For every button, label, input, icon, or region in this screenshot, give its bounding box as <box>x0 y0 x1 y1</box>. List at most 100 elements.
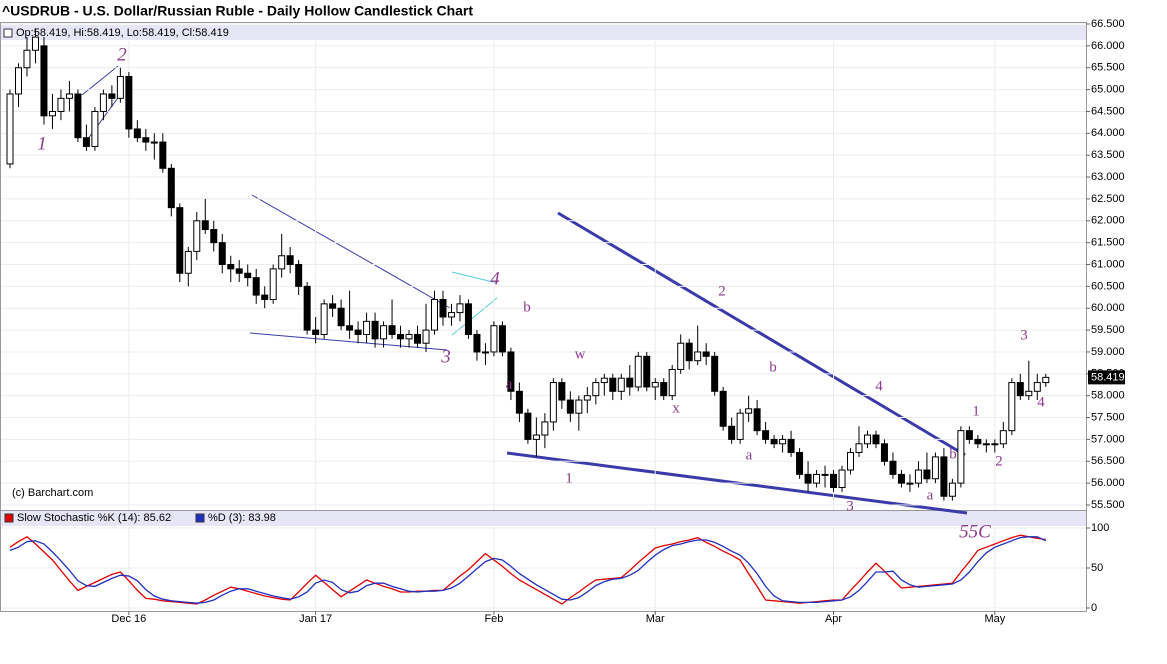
candle-body <box>269 268 277 300</box>
wave-label: 3 <box>440 346 451 367</box>
y-tick-label: 100 <box>1091 522 1109 534</box>
y-tick-label: 62.000 <box>1091 215 1125 227</box>
candle-body <box>498 325 506 353</box>
candle-body <box>6 93 14 165</box>
y-tick-label: 63.000 <box>1091 171 1125 183</box>
candle-body <box>159 141 167 169</box>
y-tick-label: 60.500 <box>1091 280 1125 292</box>
candle-body <box>142 137 150 143</box>
wave-label: 2 <box>718 283 726 299</box>
candle-body <box>150 141 158 144</box>
candle-body <box>541 421 549 436</box>
candle-body <box>354 329 362 335</box>
candle-body <box>40 45 48 117</box>
stoch-panel <box>0 510 1087 612</box>
wave-label: 2 <box>995 453 1003 469</box>
candle-body <box>982 443 990 446</box>
chart-title: ^USDRUB - U.S. Dollar/Russian Ruble - Da… <box>2 3 473 19</box>
last-price-label: 58.419 <box>1091 371 1125 383</box>
candle-body <box>439 298 447 318</box>
candle-body <box>176 207 184 274</box>
candle-body <box>830 473 838 489</box>
candle-body <box>312 329 320 335</box>
candle-body <box>74 93 82 139</box>
candle-body <box>753 408 761 432</box>
x-tick-label: Mar <box>646 613 665 625</box>
candle-body <box>948 482 956 497</box>
x-tick-label: Jan 17 <box>299 613 332 625</box>
candle-body <box>863 434 871 445</box>
legend-entry: %D (3): 83.98 <box>208 512 276 524</box>
wave-label: 4 <box>490 268 500 289</box>
candle-body <box>116 75 124 99</box>
candle-body <box>592 382 600 397</box>
candle-body <box>566 399 574 414</box>
candle-body <box>193 220 201 252</box>
y-tick-label: 66.500 <box>1091 18 1125 30</box>
candle-body <box>397 333 405 340</box>
y-tick-label: 66.000 <box>1091 40 1125 52</box>
last-price-box <box>1088 370 1125 385</box>
candle-body <box>388 325 396 335</box>
candle-body <box>711 355 719 392</box>
candle-body <box>787 438 795 454</box>
candle-body <box>999 430 1007 445</box>
y-tick-label: 59.500 <box>1091 324 1125 336</box>
candle-body <box>804 473 812 484</box>
candle-body <box>380 325 388 340</box>
wave-label: 55C <box>959 521 991 542</box>
candle-body <box>507 351 515 392</box>
candle-body <box>244 272 252 279</box>
candle-body <box>261 294 269 300</box>
candle-body <box>490 325 498 353</box>
candle-body <box>23 49 31 69</box>
candle-body <box>855 443 863 454</box>
y-tick-label: 64.500 <box>1091 105 1125 117</box>
candle-body <box>337 307 345 327</box>
candle-body <box>91 110 99 147</box>
candle-body <box>252 277 260 296</box>
candle-body <box>660 382 668 397</box>
candle-body <box>965 430 973 440</box>
y-tick-label: 57.500 <box>1091 411 1125 423</box>
candle-body <box>813 473 821 484</box>
y-tick-label: 60.000 <box>1091 302 1125 314</box>
candle-body <box>464 303 472 335</box>
candle-body <box>600 377 608 384</box>
candle-body <box>923 469 931 480</box>
wave-label: 4 <box>1037 394 1045 410</box>
wave-label: 3 <box>1020 327 1028 343</box>
candle-body <box>974 438 982 445</box>
y-tick-label: 59.000 <box>1091 346 1125 358</box>
candle-body <box>371 320 379 340</box>
candle-body <box>481 351 489 354</box>
candle-body <box>515 390 523 414</box>
wave-label: 1 <box>565 470 573 486</box>
stoch-legend-bar <box>1 511 1086 526</box>
info-text: Op:58.419, Hi:58.419, Lo:58.419, Cl:58.4… <box>16 27 229 39</box>
candle-body <box>897 473 905 484</box>
stoch-line <box>9 536 1047 604</box>
candle-body <box>575 399 583 414</box>
candle-body <box>414 333 422 344</box>
credit: (c) Barchart.com <box>12 487 93 499</box>
candle-body <box>762 430 770 440</box>
y-tick-label: 57.000 <box>1091 433 1125 445</box>
y-tick-label: 62.500 <box>1091 193 1125 205</box>
candle-body <box>235 268 243 274</box>
candle-body <box>99 93 107 112</box>
candle-body <box>363 320 371 335</box>
wave-label: 2 <box>117 44 127 65</box>
candle-body <box>48 110 56 117</box>
candle-body <box>745 408 753 414</box>
candle-body <box>770 438 778 445</box>
candle-body <box>626 377 634 388</box>
y-tick-label: 63.500 <box>1091 149 1125 161</box>
x-tick-label: May <box>984 613 1005 625</box>
wave-label: w <box>575 346 586 362</box>
candle-body <box>286 255 294 266</box>
wave-label: b <box>769 359 777 375</box>
info-bar <box>1 25 1086 40</box>
candle-body <box>201 220 209 231</box>
